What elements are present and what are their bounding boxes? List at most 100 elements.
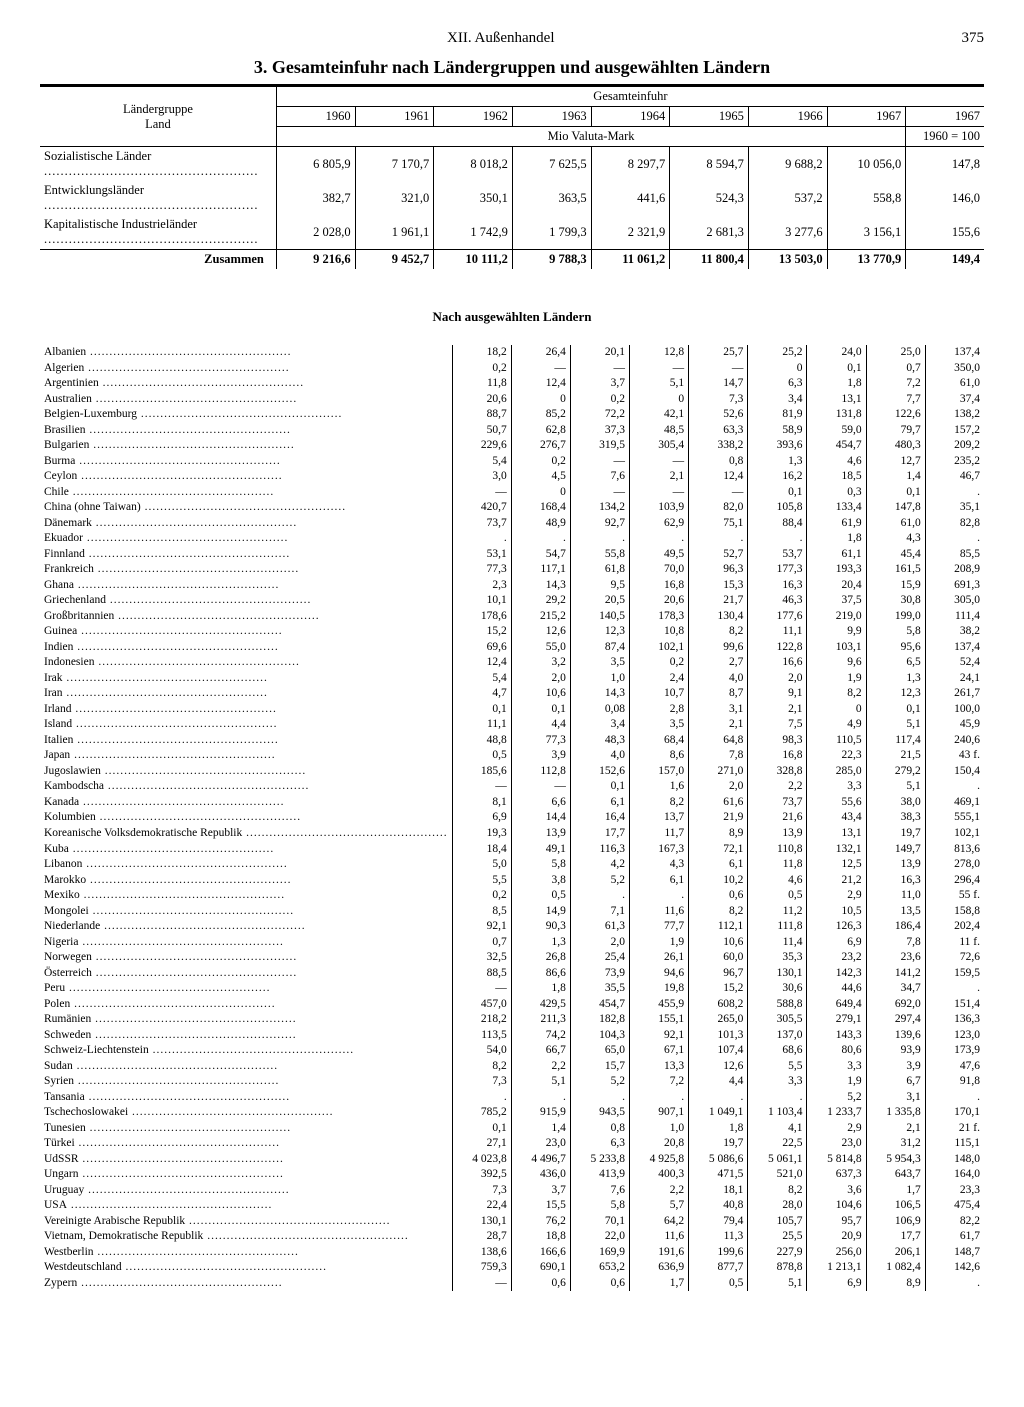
country-value: — — [452, 981, 511, 997]
country-value: 62,9 — [630, 516, 689, 532]
country-value: 12,6 — [511, 624, 570, 640]
country-value: 17,7 — [866, 1229, 925, 1245]
country-value: 22,0 — [570, 1229, 629, 1245]
country-value: 1,0 — [630, 1121, 689, 1137]
country-value: 5,8 — [866, 624, 925, 640]
group-value: 1 961,1 — [355, 215, 434, 250]
country-value: 3,3 — [748, 1074, 807, 1090]
country-value: 218,2 — [452, 1012, 511, 1028]
country-row: Koreanische Volksdemokratische Republik 1… — [40, 826, 984, 842]
country-value: 2,0 — [511, 671, 570, 687]
country-value: 26,1 — [630, 950, 689, 966]
country-value: 10,2 — [689, 873, 748, 889]
country-value: 20,1 — [570, 345, 629, 361]
country-value: 65,0 — [570, 1043, 629, 1059]
country-value: 88,7 — [452, 407, 511, 423]
country-value: 3,3 — [807, 779, 866, 795]
country-value: 296,4 — [925, 873, 984, 889]
country-value: 13,9 — [866, 857, 925, 873]
country-value: 227,9 — [748, 1245, 807, 1261]
sum-value: 9 216,6 — [276, 250, 355, 270]
country-value: 77,3 — [452, 562, 511, 578]
country-value: 37,4 — [925, 392, 984, 408]
country-name: Ekuador — [40, 531, 452, 547]
country-value: 115,1 — [925, 1136, 984, 1152]
country-row: Nigeria0,71,32,01,910,611,46,97,811 f. — [40, 935, 984, 951]
country-value: . — [689, 531, 748, 547]
country-value: . — [511, 1090, 570, 1106]
country-value: 6,1 — [689, 857, 748, 873]
country-value: 279,2 — [866, 764, 925, 780]
country-value: 2,8 — [630, 702, 689, 718]
country-value: 0,1 — [866, 702, 925, 718]
country-name: Koreanische Volksdemokratische Republik — [40, 826, 452, 842]
country-value: 643,7 — [866, 1167, 925, 1183]
country-value: 6,9 — [807, 935, 866, 951]
country-value: 37,3 — [570, 423, 629, 439]
country-value: 3,6 — [807, 1183, 866, 1199]
country-name: Irak — [40, 671, 452, 687]
country-value: 3,2 — [511, 655, 570, 671]
country-value: . — [630, 888, 689, 904]
country-value: 21,2 — [807, 873, 866, 889]
country-value: 392,5 — [452, 1167, 511, 1183]
country-value: 70,1 — [570, 1214, 629, 1230]
country-value: 1,8 — [807, 376, 866, 392]
country-value: 209,2 — [925, 438, 984, 454]
country-value: 0,7 — [866, 361, 925, 377]
country-value: 8,2 — [630, 795, 689, 811]
country-value: 15,5 — [511, 1198, 570, 1214]
country-value: 86,6 — [511, 966, 570, 982]
country-value: 5 061,1 — [748, 1152, 807, 1168]
country-value: 206,1 — [866, 1245, 925, 1261]
group-value: 3 277,6 — [748, 215, 827, 250]
country-value: 77,7 — [630, 919, 689, 935]
country-value: 16,3 — [866, 873, 925, 889]
country-value: 137,4 — [925, 345, 984, 361]
country-value: . — [452, 1090, 511, 1106]
country-value: 75,1 — [689, 516, 748, 532]
country-value: 7,3 — [452, 1074, 511, 1090]
country-value: 54,0 — [452, 1043, 511, 1059]
country-value: 1 049,1 — [689, 1105, 748, 1121]
country-value: 123,0 — [925, 1028, 984, 1044]
country-value: 7,8 — [866, 935, 925, 951]
country-value: 8,1 — [452, 795, 511, 811]
country-name: Syrien — [40, 1074, 452, 1090]
country-name: Bulgarien — [40, 438, 452, 454]
country-value: 19,7 — [689, 1136, 748, 1152]
year-head: 1964 — [591, 107, 670, 127]
country-value: 436,0 — [511, 1167, 570, 1183]
country-value: 23,0 — [511, 1136, 570, 1152]
country-value: 9,9 — [807, 624, 866, 640]
year-head: 1960 — [276, 107, 355, 127]
country-value: 0,6 — [511, 1276, 570, 1292]
country-name: Westdeutschland — [40, 1260, 452, 1276]
group-label: Sozialistische Länder — [40, 147, 276, 182]
country-value: 15,7 — [570, 1059, 629, 1075]
country-value: 20,9 — [807, 1229, 866, 1245]
country-value: 11,8 — [748, 857, 807, 873]
country-value: 19,8 — [630, 981, 689, 997]
sum-value: 9 788,3 — [512, 250, 591, 270]
country-value: . — [689, 1090, 748, 1106]
country-name: Ceylon — [40, 469, 452, 485]
country-value: 55,6 — [807, 795, 866, 811]
country-value: 21,5 — [866, 748, 925, 764]
country-value: 265,0 — [689, 1012, 748, 1028]
country-value: 759,3 — [452, 1260, 511, 1276]
country-value: 92,1 — [452, 919, 511, 935]
country-value: 5,1 — [866, 717, 925, 733]
country-row: Japan0,53,94,08,67,816,822,321,543 f. — [40, 748, 984, 764]
country-value: 11,1 — [452, 717, 511, 733]
group-value: 382,7 — [276, 181, 355, 215]
country-value: 5,8 — [570, 1198, 629, 1214]
country-value: 3,4 — [570, 717, 629, 733]
country-value: 20,6 — [452, 392, 511, 408]
country-value: 14,4 — [511, 810, 570, 826]
country-value: — — [452, 1276, 511, 1292]
country-value: 454,7 — [570, 997, 629, 1013]
country-value: 10,1 — [452, 593, 511, 609]
country-value: 16,6 — [748, 655, 807, 671]
country-value: 11,7 — [630, 826, 689, 842]
